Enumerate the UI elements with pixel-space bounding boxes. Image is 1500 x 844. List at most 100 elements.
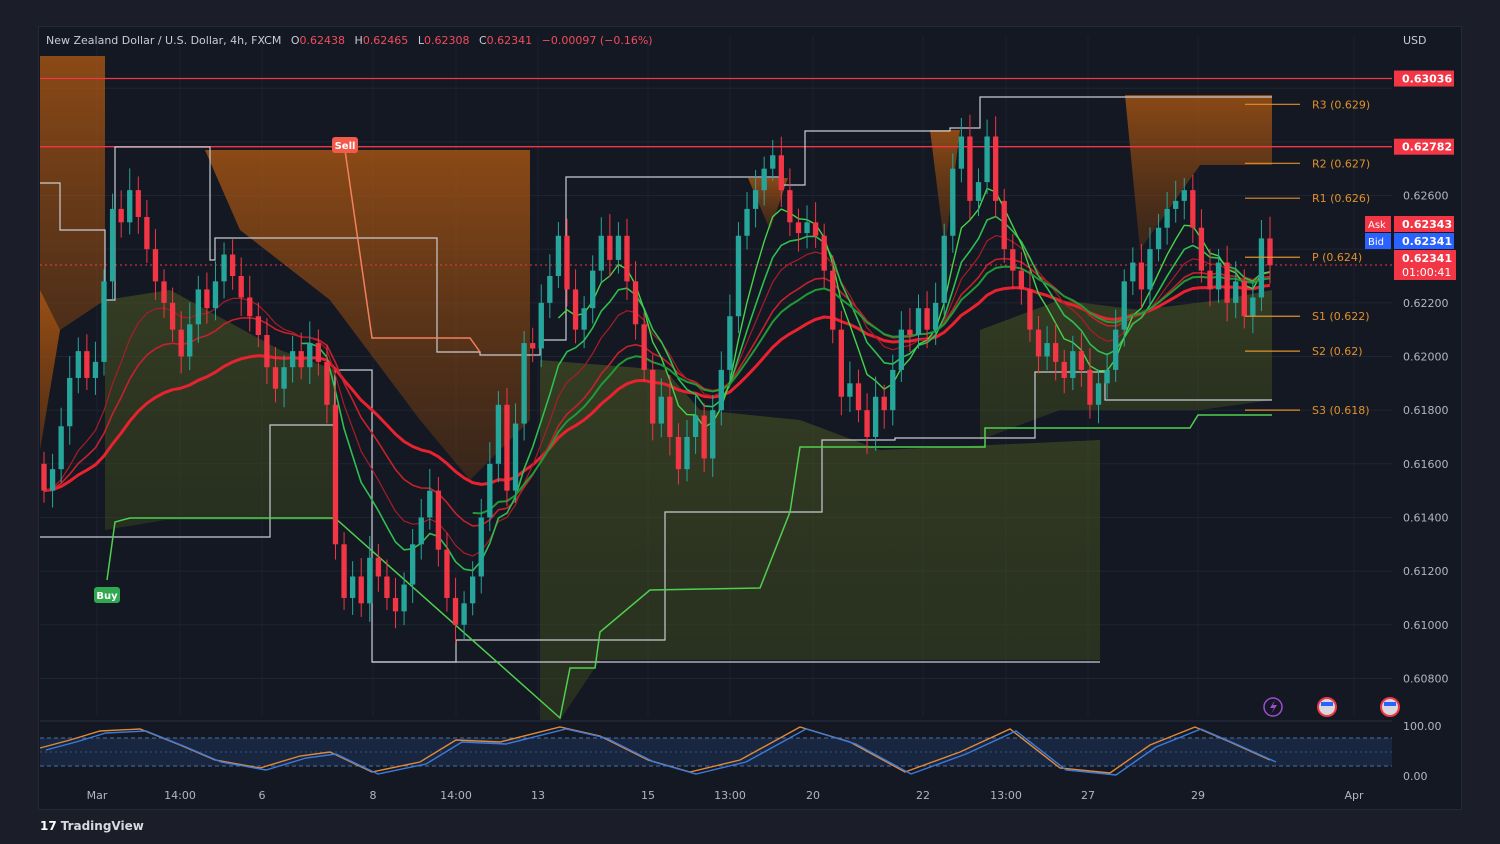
lightning-event-icon[interactable] bbox=[1263, 697, 1283, 717]
candle[interactable] bbox=[289, 351, 296, 368]
candle[interactable] bbox=[701, 415, 707, 459]
candle[interactable] bbox=[1164, 208, 1170, 228]
candle[interactable] bbox=[195, 289, 201, 325]
candle[interactable] bbox=[1087, 369, 1093, 405]
candle[interactable] bbox=[392, 597, 399, 612]
candle[interactable] bbox=[487, 463, 493, 518]
candle[interactable] bbox=[770, 155, 776, 169]
candle[interactable] bbox=[812, 222, 819, 236]
candle[interactable] bbox=[1224, 262, 1230, 303]
candle[interactable] bbox=[1181, 190, 1187, 201]
candle[interactable] bbox=[315, 343, 322, 362]
candle[interactable] bbox=[1241, 281, 1247, 317]
flag-event-icon[interactable] bbox=[1380, 697, 1400, 717]
candle[interactable] bbox=[572, 289, 579, 330]
candle[interactable] bbox=[787, 190, 793, 223]
candle[interactable] bbox=[1035, 329, 1042, 357]
candle[interactable] bbox=[667, 396, 673, 437]
candle[interactable] bbox=[101, 281, 107, 362]
candle[interactable] bbox=[452, 597, 459, 625]
candle[interactable] bbox=[992, 136, 999, 201]
candle[interactable] bbox=[778, 155, 784, 191]
candle[interactable] bbox=[1095, 383, 1102, 405]
candle[interactable] bbox=[504, 404, 510, 491]
candle[interactable] bbox=[512, 423, 519, 491]
candle[interactable] bbox=[564, 235, 570, 290]
candle[interactable] bbox=[684, 436, 690, 470]
candle[interactable] bbox=[950, 168, 956, 236]
candle[interactable] bbox=[847, 383, 853, 397]
candle[interactable] bbox=[547, 276, 553, 303]
candle[interactable] bbox=[838, 329, 844, 397]
candle[interactable] bbox=[864, 410, 870, 437]
candle[interactable] bbox=[92, 361, 99, 378]
candle[interactable] bbox=[1215, 262, 1222, 290]
candle[interactable] bbox=[590, 270, 596, 309]
candle[interactable] bbox=[1207, 270, 1213, 290]
candle[interactable] bbox=[1053, 343, 1059, 362]
candle[interactable] bbox=[204, 289, 210, 309]
candle[interactable] bbox=[615, 235, 622, 260]
candle[interactable] bbox=[692, 415, 699, 437]
candle[interactable] bbox=[830, 270, 836, 330]
candle[interactable] bbox=[298, 351, 304, 368]
candle[interactable] bbox=[384, 576, 390, 598]
candle[interactable] bbox=[1138, 262, 1145, 290]
candle[interactable] bbox=[84, 351, 90, 378]
candle[interactable] bbox=[161, 281, 167, 303]
candle[interactable] bbox=[650, 369, 656, 424]
candle[interactable] bbox=[1001, 200, 1007, 250]
candle[interactable] bbox=[358, 576, 364, 604]
candle[interactable] bbox=[538, 302, 544, 349]
candle[interactable] bbox=[718, 369, 724, 411]
candle[interactable] bbox=[752, 190, 759, 209]
candle[interactable] bbox=[872, 396, 879, 437]
tradingview-brand[interactable]: 17 TradingView bbox=[40, 819, 144, 833]
candle[interactable] bbox=[461, 603, 467, 625]
candle[interactable] bbox=[444, 549, 450, 598]
candle[interactable] bbox=[890, 369, 896, 411]
candle[interactable] bbox=[675, 436, 682, 470]
candle[interactable] bbox=[349, 576, 356, 598]
candle[interactable] bbox=[221, 254, 227, 282]
candle[interactable] bbox=[967, 136, 973, 201]
candle[interactable] bbox=[641, 324, 647, 370]
candle[interactable] bbox=[1104, 369, 1110, 384]
candle[interactable] bbox=[1121, 281, 1127, 330]
candle[interactable] bbox=[409, 544, 416, 585]
candle[interactable] bbox=[478, 517, 484, 577]
candle[interactable] bbox=[495, 404, 502, 464]
candle[interactable] bbox=[1044, 343, 1050, 357]
candle[interactable] bbox=[67, 377, 73, 427]
candle[interactable] bbox=[744, 208, 750, 236]
candle[interactable] bbox=[658, 396, 664, 424]
candle[interactable] bbox=[127, 190, 133, 223]
candle[interactable] bbox=[1113, 329, 1119, 370]
candle[interactable] bbox=[427, 490, 433, 518]
candle[interactable] bbox=[41, 463, 47, 491]
candle[interactable] bbox=[795, 222, 802, 234]
candle[interactable] bbox=[401, 584, 407, 612]
candle[interactable] bbox=[255, 316, 261, 336]
candle[interactable] bbox=[898, 329, 905, 370]
candle[interactable] bbox=[581, 308, 587, 330]
candle[interactable] bbox=[341, 544, 347, 598]
candle[interactable] bbox=[144, 216, 150, 250]
candle[interactable] bbox=[735, 235, 742, 317]
candle[interactable] bbox=[530, 343, 536, 349]
candle[interactable] bbox=[229, 254, 236, 276]
candle[interactable] bbox=[915, 308, 922, 336]
buy-signal[interactable] bbox=[94, 587, 120, 603]
candle[interactable] bbox=[1147, 249, 1153, 290]
candle[interactable] bbox=[247, 297, 253, 317]
candle[interactable] bbox=[375, 557, 382, 577]
candle[interactable] bbox=[1078, 351, 1085, 370]
candle[interactable] bbox=[932, 302, 939, 330]
candle[interactable] bbox=[598, 235, 604, 271]
candle[interactable] bbox=[238, 276, 244, 298]
candle[interactable] bbox=[1061, 361, 1067, 378]
candle[interactable] bbox=[58, 426, 64, 470]
candle[interactable] bbox=[632, 281, 639, 325]
candle[interactable] bbox=[75, 351, 81, 378]
candle[interactable] bbox=[521, 343, 527, 424]
